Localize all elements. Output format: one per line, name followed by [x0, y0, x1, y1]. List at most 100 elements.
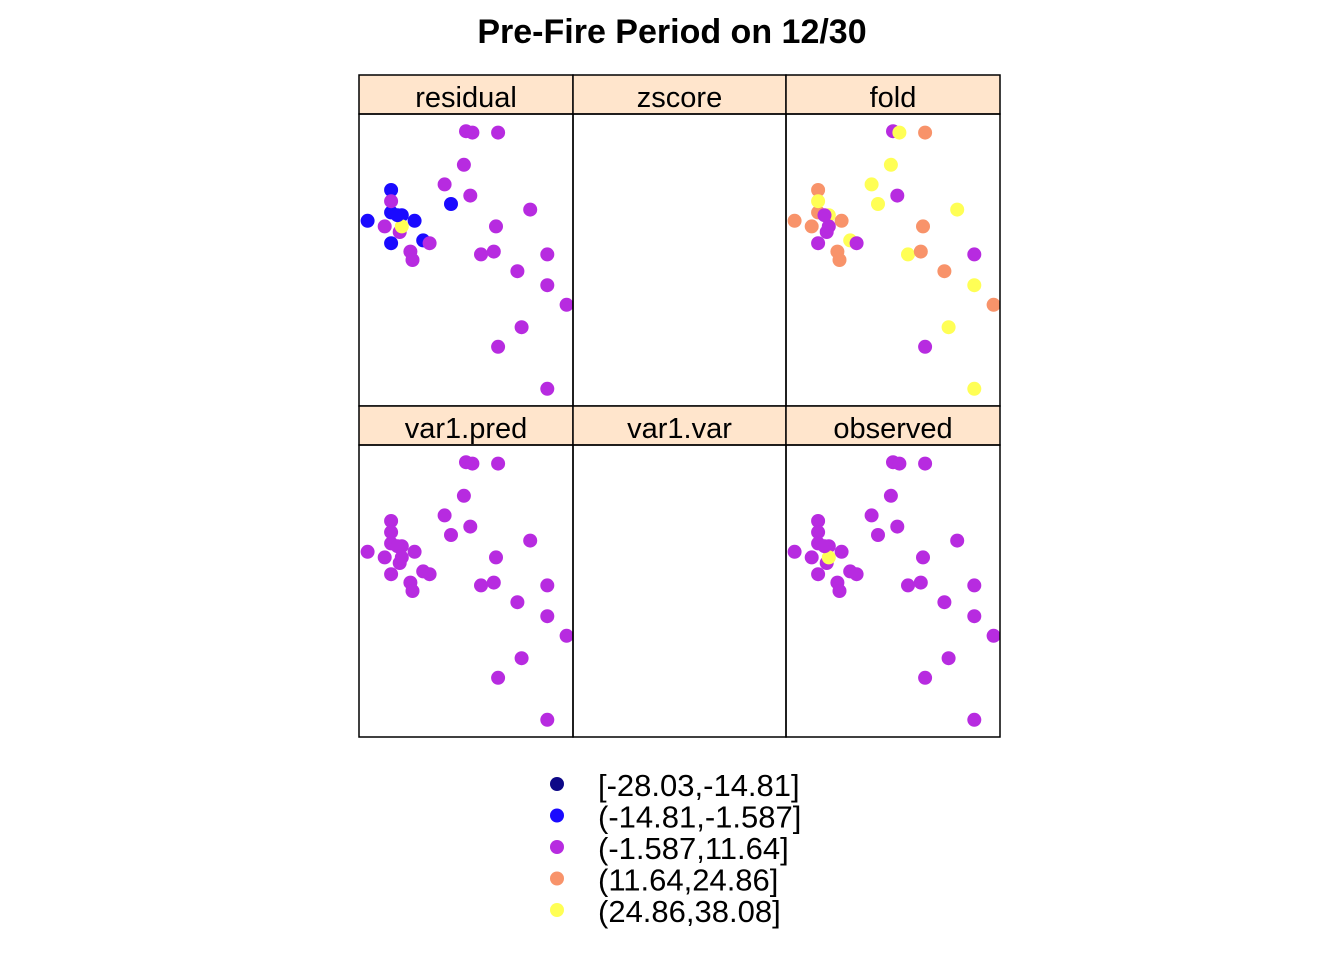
data-point [811, 194, 826, 209]
data-point [523, 202, 538, 217]
data-point [916, 219, 930, 234]
panel-label: residual [415, 82, 517, 114]
data-point [486, 575, 501, 590]
data-point [360, 213, 375, 228]
data-point [456, 157, 471, 172]
data-point [871, 197, 885, 211]
data-point [465, 125, 480, 140]
panel-frame [358, 113, 574, 407]
panel-points [787, 124, 1000, 396]
data-point [986, 628, 1000, 643]
panel-frame [785, 444, 1001, 738]
data-point [817, 208, 832, 223]
legend-item: (24.86,38.08] [550, 894, 781, 929]
data-point [489, 550, 503, 565]
legend-item: [-28.03,-14.81] [550, 768, 800, 803]
legend-swatch [550, 903, 564, 917]
data-point [384, 236, 399, 251]
data-point [811, 236, 826, 251]
data-point [540, 578, 555, 593]
data-point [405, 584, 420, 598]
panel-var1-pred: var1.pred [358, 405, 574, 738]
panel-var1-var: var1.var [572, 405, 787, 738]
data-point [463, 519, 478, 534]
data-point [892, 125, 907, 140]
panel-strip [358, 74, 574, 115]
data-point [937, 264, 952, 279]
data-point [967, 609, 982, 624]
panel-points [787, 455, 1000, 727]
panel-label: var1.pred [405, 413, 528, 445]
data-point [540, 247, 555, 262]
data-point [950, 533, 965, 548]
chart-title: Pre-Fire Period on 12/30 [477, 13, 866, 51]
data-point [514, 320, 529, 335]
data-point [864, 177, 879, 192]
legend-swatch [550, 871, 564, 886]
data-point [437, 177, 452, 192]
data-point [967, 712, 982, 727]
data-point [384, 525, 399, 540]
data-point [913, 244, 928, 259]
data-point [491, 339, 506, 354]
data-point [871, 528, 885, 542]
panel-label: var1.var [627, 413, 732, 445]
data-point [486, 244, 501, 259]
legend: [-28.03,-14.81](-14.81,-1.587](-1.587,11… [550, 768, 801, 929]
data-point [360, 544, 375, 559]
panel-frame [572, 444, 787, 738]
panel-frame [358, 444, 574, 738]
data-point [832, 584, 847, 598]
data-point [422, 567, 437, 582]
panel-strip [572, 405, 787, 446]
data-point [918, 125, 933, 140]
data-point [941, 651, 956, 666]
legend-label: (-1.587,11.64] [598, 831, 789, 866]
data-point [821, 219, 836, 234]
data-point [913, 575, 928, 590]
data-point [834, 213, 849, 228]
data-point [377, 219, 392, 234]
data-point [510, 595, 525, 610]
data-point [918, 670, 933, 685]
data-point [787, 544, 802, 559]
data-point [444, 197, 458, 211]
data-point [437, 508, 452, 523]
data-point [444, 528, 458, 542]
legend-swatch [550, 840, 564, 854]
data-point [890, 188, 905, 203]
data-point [901, 247, 915, 262]
data-point [474, 247, 488, 262]
legend-item: (-14.81,-1.587] [550, 800, 801, 835]
panel-frame [572, 113, 787, 407]
data-point [407, 213, 422, 228]
data-point [390, 208, 405, 223]
legend-label: [-28.03,-14.81] [598, 768, 800, 803]
data-point [901, 578, 915, 593]
panel-frame [785, 113, 1001, 407]
data-point [849, 567, 864, 582]
legend-label: (11.64,24.86] [598, 863, 778, 898]
data-point [384, 567, 399, 582]
data-point [834, 544, 849, 559]
data-point [491, 456, 506, 471]
data-point [967, 578, 982, 593]
data-point [817, 539, 832, 554]
data-point [474, 578, 488, 593]
data-point [811, 525, 826, 540]
panel-label: zscore [637, 82, 722, 114]
data-point [510, 264, 525, 279]
data-point [407, 544, 422, 559]
data-point [540, 381, 555, 396]
data-point [937, 595, 952, 610]
panel-label: observed [833, 413, 952, 445]
panel-observed: observed [785, 405, 1001, 738]
panel-points [360, 455, 573, 727]
panel-points [360, 124, 573, 396]
data-point [463, 188, 478, 203]
data-point [892, 456, 907, 471]
data-point [849, 236, 864, 251]
data-point [540, 712, 555, 727]
panel-residual: residual [358, 74, 574, 407]
data-point [540, 278, 555, 293]
